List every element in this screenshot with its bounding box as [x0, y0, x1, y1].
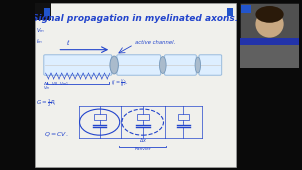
Bar [44, 8, 50, 16]
Text: $Q = CV.$: $Q = CV.$ [44, 130, 68, 138]
FancyBboxPatch shape [44, 55, 112, 75]
Text: $(I = \frac{V}{R}).$: $(I = \frac{V}{R}).$ [111, 77, 128, 89]
Ellipse shape [255, 11, 284, 38]
Bar [240, 38, 299, 45]
Text: Signal propagation in myelinated axons.: Signal propagation in myelinated axons. [32, 14, 238, 23]
Bar [240, 68, 302, 170]
Bar [240, 42, 299, 68]
Bar [0, 0, 35, 170]
Text: active channel.: active channel. [135, 40, 175, 45]
Ellipse shape [110, 56, 118, 74]
Text: $\ell$: $\ell$ [66, 38, 70, 47]
Bar [94, 114, 106, 120]
Bar [240, 3, 299, 68]
FancyBboxPatch shape [199, 55, 222, 75]
Bar [299, 3, 302, 68]
Text: $\Delta x$: $\Delta x$ [139, 136, 147, 144]
FancyBboxPatch shape [165, 55, 196, 75]
Bar [241, 5, 251, 13]
Text: $G = \frac{1}{2}R_i$: $G = \frac{1}{2}R_i$ [36, 98, 57, 109]
Bar [178, 114, 189, 120]
Text: Ranvier: Ranvier [134, 147, 151, 151]
Bar [226, 8, 233, 16]
FancyBboxPatch shape [117, 55, 161, 75]
Text: $I_m$: $I_m$ [36, 37, 43, 46]
Text: $V_{m}$: $V_{m}$ [43, 85, 51, 92]
Ellipse shape [255, 6, 284, 23]
Ellipse shape [159, 57, 166, 73]
Text: $V_m$: $V_m$ [36, 26, 45, 35]
Ellipse shape [195, 57, 201, 73]
Bar [35, 3, 51, 20]
Text: $\Delta x$  $V_R$  $V_{m1}$: $\Delta x$ $V_R$ $V_{m1}$ [43, 80, 69, 88]
Bar [35, 3, 236, 167]
Bar [137, 114, 149, 120]
